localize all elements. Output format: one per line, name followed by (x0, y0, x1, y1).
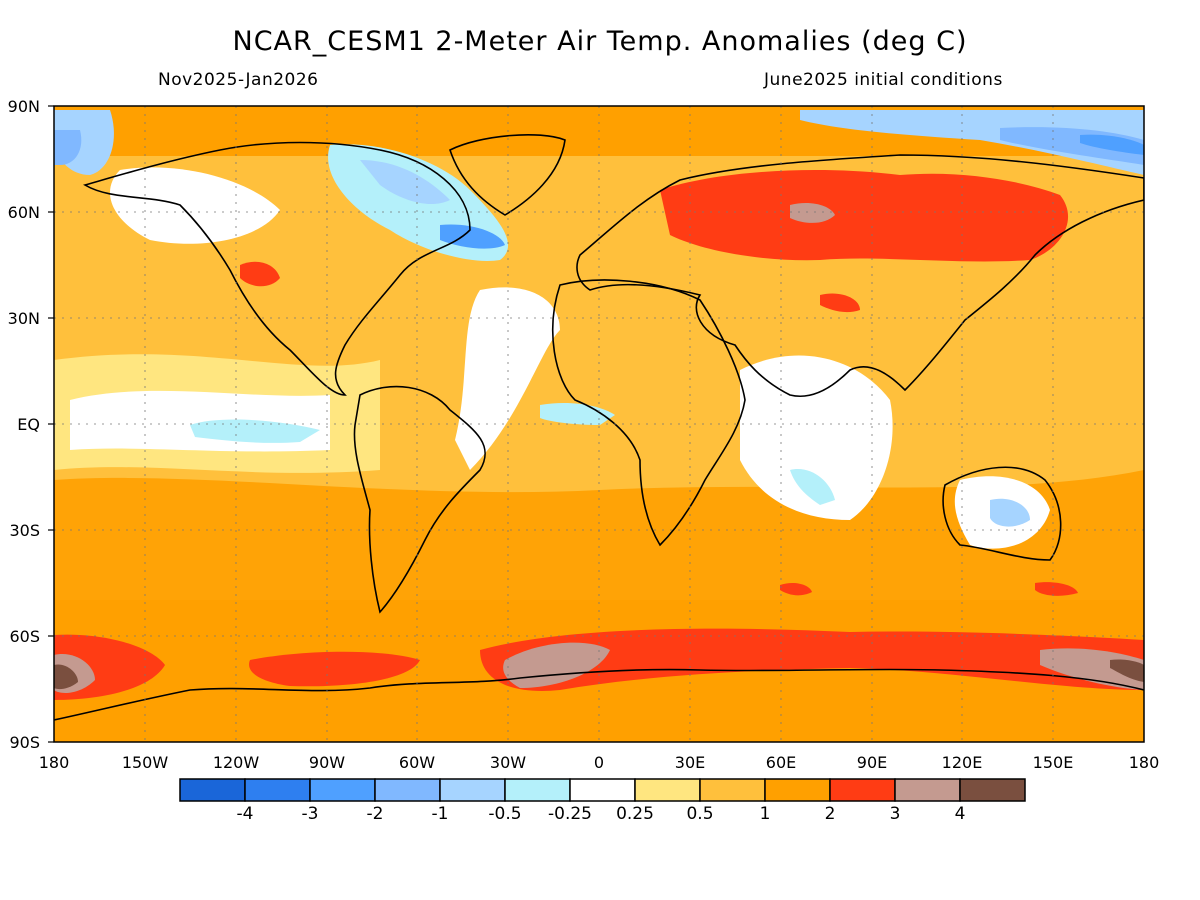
colorbar-swatch (504, 778, 571, 802)
colorbar-label: -2 (367, 804, 384, 824)
africa-coast (551, 279, 746, 547)
lat-label-60s: 60S (9, 627, 40, 646)
colorbar-swatch (179, 778, 246, 802)
lon-label-180e: 180 (1129, 753, 1160, 772)
eurasia-coast (576, 154, 1144, 397)
lon-label-150e: 150E (1033, 753, 1074, 772)
lon-label-60w: 60W (399, 753, 435, 772)
lat-label-90n: 90N (8, 97, 40, 116)
australia-coast (942, 466, 1062, 561)
colorbar-label: -0.25 (548, 804, 592, 824)
coastlines (54, 134, 1144, 721)
lon-label-150w: 150W (122, 753, 169, 772)
colorbar-label: 1 (760, 804, 771, 824)
north-america-coast (83, 141, 471, 396)
colorbar-swatch (959, 778, 1026, 802)
colorbar-label: -0.5 (488, 804, 521, 824)
colorbar-swatch (634, 778, 701, 802)
lon-label-0: 0 (594, 753, 604, 772)
colorbar-label: 3 (890, 804, 901, 824)
colorbar-label: 2 (825, 804, 836, 824)
lat-label-30n: 30N (8, 309, 40, 328)
lat-label-60n: 60N (8, 203, 40, 222)
antarctica-coast (54, 668, 1144, 721)
greenland-coast (449, 134, 566, 216)
colorbar-label: -3 (302, 804, 319, 824)
lon-label-30w: 30W (490, 753, 526, 772)
colorbar: -4 -3 -2 -1 -0.5 -0.25 0.25 0.5 1 2 3 4 (179, 778, 1026, 824)
colorbar-swatch (244, 778, 311, 802)
colorbar-label: 4 (955, 804, 966, 824)
colorbar-swatch (699, 778, 766, 802)
longitude-labels: 180 150W 120W 90W 60W 30W 0 30E 60E 90E … (39, 753, 1160, 772)
map-title: NCAR_CESM1 2-Meter Air Temp. Anomalies (… (232, 26, 968, 57)
colorbar-swatch (374, 778, 441, 802)
colorbar-swatch (439, 778, 506, 802)
colorbar-label: 0.25 (616, 804, 654, 824)
lon-label-90w: 90W (309, 753, 345, 772)
colorbar-swatch (569, 778, 636, 802)
latitude-labels: 90N 60N 30N EQ 30S 60S 90S (8, 97, 40, 752)
axis-ticks (48, 105, 54, 743)
colorbar-swatch (894, 778, 961, 802)
lon-label-120w: 120W (213, 753, 260, 772)
initial-conditions-label: June2025 initial conditions (764, 70, 1003, 90)
lon-label-90e: 90E (857, 753, 887, 772)
lat-label-30s: 30S (9, 521, 40, 540)
colorbar-label: 0.5 (686, 804, 713, 824)
graticule (54, 106, 1144, 742)
lat-label-eq: EQ (17, 415, 40, 434)
colorbar-swatch (309, 778, 376, 802)
lat-label-90s: 90S (9, 733, 40, 752)
lon-label-60e: 60E (766, 753, 796, 772)
colorbar-label: -4 (237, 804, 254, 824)
forecast-period: Nov2025-Jan2026 (158, 70, 319, 90)
south-america-coast (353, 385, 486, 614)
lon-label-30e: 30E (675, 753, 705, 772)
lon-label-180w: 180 (39, 753, 70, 772)
colorbar-swatch (764, 778, 831, 802)
colorbar-swatch (829, 778, 896, 802)
lon-label-120e: 120E (942, 753, 983, 772)
colorbar-label: -1 (432, 804, 449, 824)
